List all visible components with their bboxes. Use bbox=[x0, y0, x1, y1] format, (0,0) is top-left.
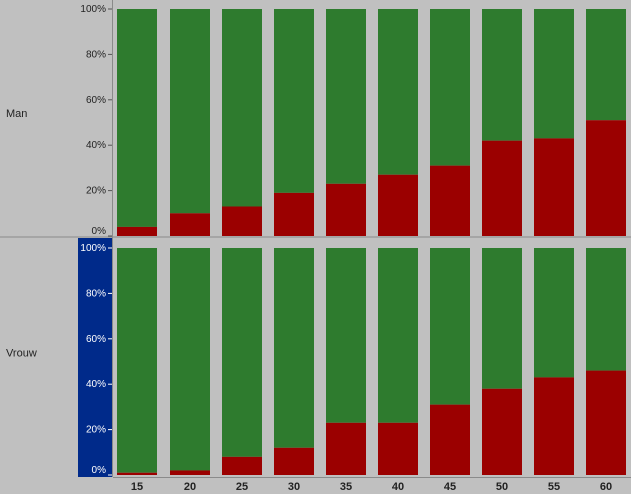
bar-red-60[interactable] bbox=[586, 370, 626, 475]
bar-red-40[interactable] bbox=[378, 422, 418, 475]
bar-green-40[interactable] bbox=[378, 9, 418, 175]
y-tick-label: 0% bbox=[92, 226, 107, 237]
bar-red-25[interactable] bbox=[222, 456, 262, 475]
y-tick-label: 60% bbox=[86, 95, 106, 106]
bar-green-50[interactable] bbox=[482, 9, 522, 141]
bar-green-55[interactable] bbox=[534, 9, 574, 139]
bar-red-50[interactable] bbox=[482, 388, 522, 475]
bar-green-60[interactable] bbox=[586, 9, 626, 121]
bar-green-50[interactable] bbox=[482, 248, 522, 389]
x-tick-label-60: 60 bbox=[600, 481, 612, 493]
bar-red-35[interactable] bbox=[326, 183, 366, 236]
bar-green-25[interactable] bbox=[222, 248, 262, 457]
x-tick-label-30: 30 bbox=[288, 481, 300, 493]
x-tick-label-20: 20 bbox=[184, 481, 196, 493]
row-label-man: Man bbox=[6, 108, 27, 120]
y-tick-label: 60% bbox=[86, 334, 106, 345]
bar-green-60[interactable] bbox=[586, 248, 626, 371]
x-tick-label-35: 35 bbox=[340, 481, 352, 493]
bar-green-25[interactable] bbox=[222, 9, 262, 207]
x-tick-label-45: 45 bbox=[444, 481, 456, 493]
y-tick-label: 100% bbox=[80, 4, 106, 15]
bar-green-35[interactable] bbox=[326, 9, 366, 184]
bar-red-50[interactable] bbox=[482, 140, 522, 236]
y-tick-label: 20% bbox=[86, 186, 106, 197]
bar-red-15[interactable] bbox=[117, 226, 157, 236]
bar-red-40[interactable] bbox=[378, 174, 418, 236]
bar-green-15[interactable] bbox=[117, 248, 157, 473]
bar-red-25[interactable] bbox=[222, 206, 262, 236]
bar-red-55[interactable] bbox=[534, 138, 574, 236]
bar-green-30[interactable] bbox=[274, 9, 314, 193]
panel-man: Man 100% 80% 60% 40% 20% 0% bbox=[6, 4, 626, 237]
bar-green-35[interactable] bbox=[326, 248, 366, 423]
bar-red-35[interactable] bbox=[326, 422, 366, 475]
bar-green-15[interactable] bbox=[117, 9, 157, 227]
bar-red-45[interactable] bbox=[430, 165, 470, 236]
bar-green-45[interactable] bbox=[430, 248, 470, 405]
x-tick-label-40: 40 bbox=[392, 481, 404, 493]
bar-green-45[interactable] bbox=[430, 9, 470, 166]
bar-green-40[interactable] bbox=[378, 248, 418, 423]
x-tick-label-55: 55 bbox=[548, 481, 560, 493]
bar-green-55[interactable] bbox=[534, 248, 574, 378]
bar-green-20[interactable] bbox=[170, 248, 210, 471]
y-tick-label: 40% bbox=[86, 140, 106, 151]
row-label-vrouw: Vrouw bbox=[6, 348, 37, 360]
bar-red-30[interactable] bbox=[274, 192, 314, 236]
bar-red-20[interactable] bbox=[170, 213, 210, 236]
y-tick-label: 80% bbox=[86, 288, 106, 299]
y-tick-label: 0% bbox=[92, 465, 107, 476]
y-tick-label: 100% bbox=[80, 243, 106, 254]
panel-vrouw: Vrouw 100% 80% 60% 40% 20% 0% bbox=[6, 238, 626, 477]
bar-red-30[interactable] bbox=[274, 447, 314, 475]
x-tick-label-25: 25 bbox=[236, 481, 248, 493]
y-tick-label: 40% bbox=[86, 379, 106, 390]
bar-red-15[interactable] bbox=[117, 472, 157, 475]
bar-red-45[interactable] bbox=[430, 404, 470, 475]
bar-red-20[interactable] bbox=[170, 470, 210, 475]
x-tick-label-50: 50 bbox=[496, 481, 508, 493]
y-tick-label: 20% bbox=[86, 425, 106, 436]
bar-red-60[interactable] bbox=[586, 120, 626, 236]
selected-axis-band bbox=[78, 238, 112, 477]
bar-red-55[interactable] bbox=[534, 377, 574, 475]
bar-green-20[interactable] bbox=[170, 9, 210, 214]
x-tick-label-15: 15 bbox=[131, 481, 143, 493]
y-tick-label: 80% bbox=[86, 49, 106, 60]
bar-green-30[interactable] bbox=[274, 248, 314, 448]
